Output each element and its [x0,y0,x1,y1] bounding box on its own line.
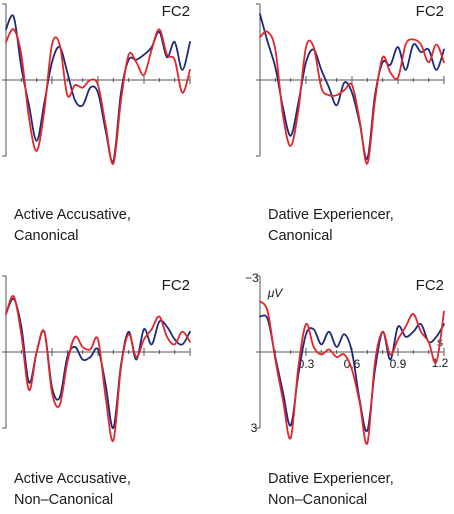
caption-panel-1: Active Accusative, Canonical [14,205,131,247]
caption-panel-2: Dative Experiencer, Canonical [268,205,394,247]
caption-panel-4: Dative Experiencer, Non–Canonical [268,469,394,511]
series-line-series_a [259,13,445,160]
caption-line: Canonical [14,228,79,244]
series-line-series_b [259,300,445,445]
series-line-series_b [259,30,445,165]
y-top-label: −3 [245,271,259,285]
series-line-series_a [5,297,191,429]
caption-line: Canonical [268,228,333,244]
series-line-series_b [5,28,191,165]
panel-title: FC2 [162,277,190,294]
x-tick-label: 0.3 [298,357,315,371]
panel-title: FC2 [162,3,190,20]
caption-line: Non–Canonical [268,492,368,508]
panel-active-accusative-non-canonical: FC2 [2,275,191,442]
x-tick-label: 0.9 [390,357,407,371]
series-line-series_b [5,295,191,442]
panel-title: FC2 [416,277,444,294]
panel-dative-experiencer-non-canonical: FC2 −3 μV 3 s 1.2 0.3 0.6 0.9 [245,271,449,445]
y-bottom-label: 3 [251,421,258,435]
caption-line: Dative Experiencer, [268,207,394,223]
panel-dative-experiencer-canonical: FC2 [256,3,445,165]
x-end-label: 1.2 [432,356,449,370]
caption-line: Non–Canonical [14,492,114,508]
caption-line: Active Accusative, [14,471,131,487]
panel-active-accusative-canonical: FC2 [2,3,191,165]
caption-line: Dative Experiencer, [268,471,394,487]
y-unit-label: μV [267,286,284,300]
panel-title: FC2 [416,3,444,20]
caption-panel-3: Active Accusative, Non–Canonical [14,469,131,511]
caption-line: Active Accusative, [14,207,131,223]
series-line-series_a [259,314,445,433]
series-line-series_a [5,14,191,163]
